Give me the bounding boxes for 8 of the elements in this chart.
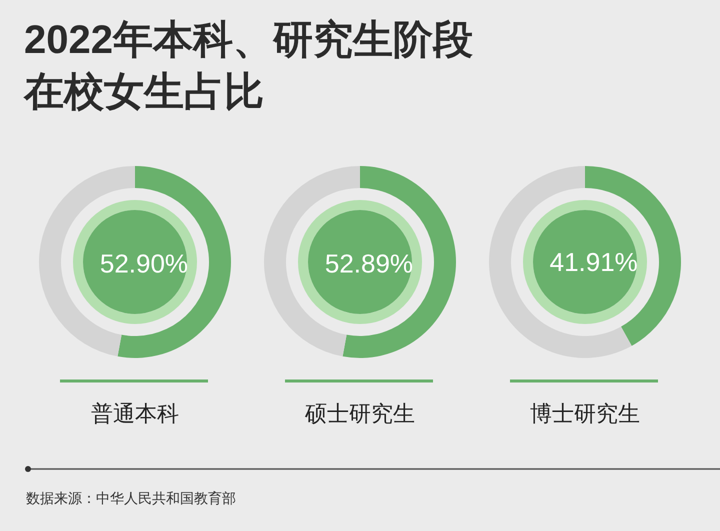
data-label: 52.90% [100, 248, 188, 278]
data-label: 52.89% [324, 248, 414, 278]
source-note: 数据来源：中华人民共和国教育部 [26, 490, 236, 506]
text: 普通本科 [91, 401, 179, 426]
data-label: 41.91% [550, 246, 638, 277]
text: 博士研究生 [530, 401, 640, 426]
chart-title: 2022年本科、研究生阶段在校女生占比 [24, 17, 474, 116]
text: 硕士研究生 [304, 401, 415, 426]
